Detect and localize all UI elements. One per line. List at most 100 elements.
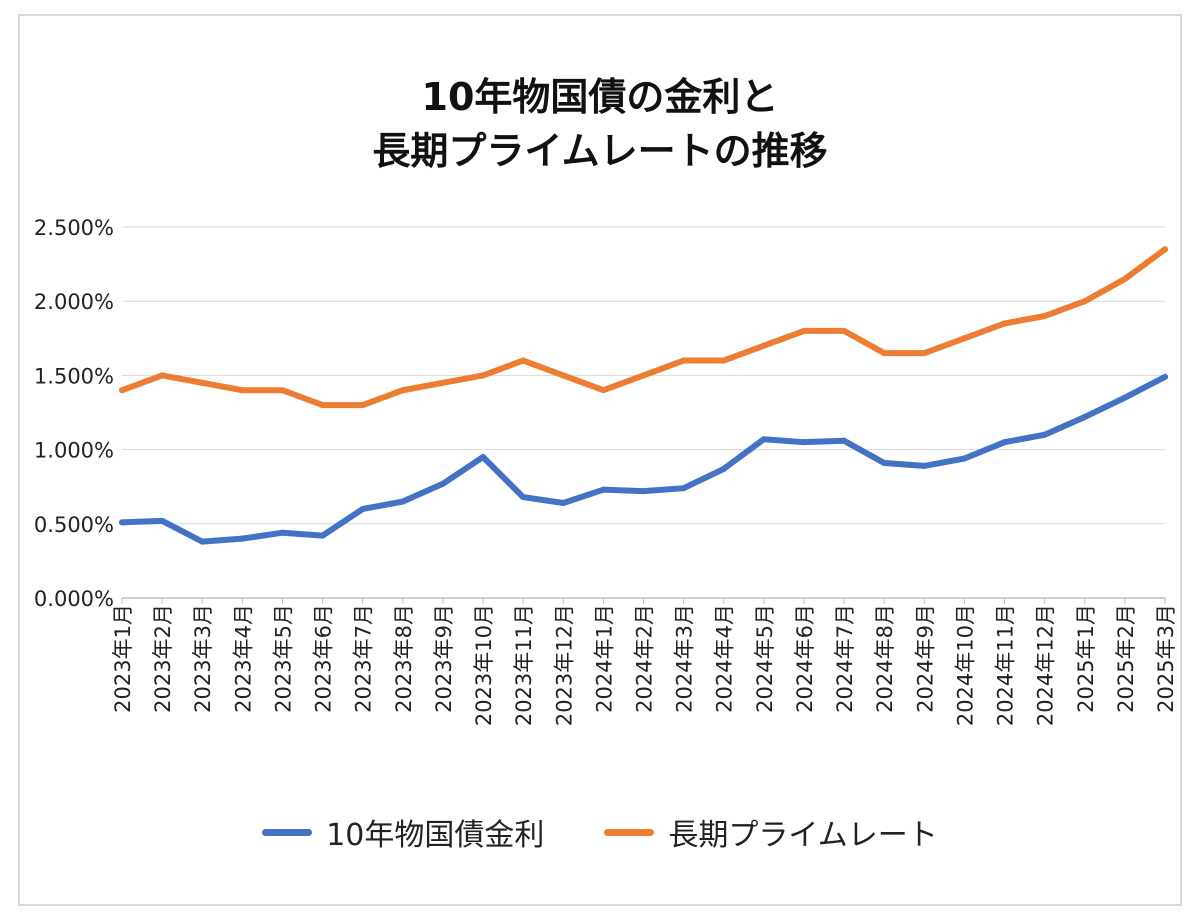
data-point-1 <box>1001 320 1008 327</box>
x-tick-label: 2025年1月 <box>1074 604 1098 713</box>
data-point-1 <box>841 327 848 334</box>
legend-label-jgb: 10年物国債金利 <box>326 818 545 853</box>
data-point-0 <box>159 517 166 524</box>
data-point-1 <box>720 357 727 364</box>
data-point-1 <box>279 387 286 394</box>
x-tick-label: 2024年4月 <box>713 604 737 713</box>
chart-title-line-2: 長期プライムレートの推移 <box>372 129 828 173</box>
x-tick-label: 2023年9月 <box>432 604 456 713</box>
data-point-1 <box>560 372 567 379</box>
data-point-1 <box>1162 246 1168 253</box>
data-point-0 <box>1041 431 1048 438</box>
x-tick-label: 2023年1月 <box>111 604 135 713</box>
data-point-1 <box>921 350 928 357</box>
x-tick-label: 2024年9月 <box>913 604 937 713</box>
data-point-0 <box>800 439 807 446</box>
data-point-1 <box>359 402 366 409</box>
data-point-1 <box>480 372 487 379</box>
x-tick-label: 2023年2月 <box>151 604 175 713</box>
x-tick-label: 2024年5月 <box>753 604 777 713</box>
data-point-0 <box>119 519 125 526</box>
data-point-1 <box>961 335 968 342</box>
data-point-1 <box>239 387 246 394</box>
chart-title: 10年物国債の金利と 長期プライムレートの推移 <box>0 70 1200 178</box>
x-tick-label: 2025年3月 <box>1154 604 1178 713</box>
data-point-1 <box>760 342 767 349</box>
y-tick-label: 1.000% <box>34 439 114 463</box>
data-point-0 <box>760 436 767 443</box>
data-point-0 <box>720 465 727 472</box>
data-point-1 <box>1041 313 1048 320</box>
data-point-1 <box>439 379 446 386</box>
data-point-0 <box>319 532 326 539</box>
data-point-1 <box>520 357 527 364</box>
x-tick-label: 2024年3月 <box>673 604 697 713</box>
y-tick-label: 1.500% <box>34 364 114 388</box>
data-point-0 <box>199 538 206 545</box>
x-tick-label: 2024年1月 <box>592 604 616 713</box>
data-point-0 <box>841 437 848 444</box>
data-point-1 <box>640 372 647 379</box>
x-tick-label: 2024年12月 <box>1034 604 1058 726</box>
x-tick-label: 2023年5月 <box>271 604 295 713</box>
legend-swatch-jgb <box>262 828 313 836</box>
x-tick-label: 2025年2月 <box>1114 604 1138 713</box>
data-point-0 <box>600 486 607 493</box>
data-point-1 <box>1081 298 1088 305</box>
data-point-0 <box>480 454 487 461</box>
data-point-0 <box>1001 439 1008 446</box>
data-point-1 <box>399 387 406 394</box>
chart-title-line-1: 10年物国債の金利と <box>421 75 779 119</box>
data-point-1 <box>680 357 687 364</box>
series-line-1 <box>119 246 1168 409</box>
x-tick-label: 2023年6月 <box>312 604 336 713</box>
chart-frame <box>18 14 1182 906</box>
data-point-1 <box>881 350 888 357</box>
legend-swatch-prime <box>604 828 655 836</box>
series-line-0 <box>119 373 1168 545</box>
data-point-0 <box>881 459 888 466</box>
y-tick-label: 0.500% <box>34 513 114 537</box>
legend-item-prime: 長期プライムレート <box>604 810 938 854</box>
x-tick-label: 2024年6月 <box>793 604 817 713</box>
data-point-1 <box>600 387 607 394</box>
data-point-1 <box>800 327 807 334</box>
x-tick-label: 2024年7月 <box>833 604 857 713</box>
x-tick-label: 2023年10月 <box>472 604 496 726</box>
x-tick-label: 2023年12月 <box>552 604 576 726</box>
data-point-1 <box>1121 275 1128 282</box>
data-point-0 <box>1121 394 1128 401</box>
legend-item-jgb: 10年物国債金利 <box>262 810 544 854</box>
data-point-0 <box>680 485 687 492</box>
data-point-0 <box>1162 373 1168 380</box>
x-tick-label: 2024年11月 <box>994 604 1018 726</box>
data-point-1 <box>119 387 125 394</box>
y-tick-label: 2.500% <box>34 216 114 240</box>
legend: 10年物国債金利 長期プライムレート <box>0 810 1200 854</box>
data-point-0 <box>961 455 968 462</box>
x-tick-label: 2024年10月 <box>953 604 977 726</box>
x-tick-label: 2024年2月 <box>633 604 657 713</box>
data-point-0 <box>520 494 527 501</box>
data-point-0 <box>399 498 406 505</box>
data-point-1 <box>199 379 206 386</box>
x-tick-label: 2023年11月 <box>512 604 536 726</box>
data-point-1 <box>159 372 166 379</box>
x-tick-label: 2023年7月 <box>352 604 376 713</box>
y-tick-label: 2.000% <box>34 290 114 314</box>
x-tick-label: 2024年8月 <box>873 604 897 713</box>
y-tick-label: 0.000% <box>34 587 114 611</box>
data-point-0 <box>359 505 366 512</box>
data-point-0 <box>640 488 647 495</box>
legend-label-prime: 長期プライムレート <box>668 818 938 853</box>
data-point-1 <box>319 402 326 409</box>
data-point-0 <box>560 500 567 507</box>
data-point-0 <box>439 480 446 487</box>
x-tick-label: 2023年8月 <box>392 604 416 713</box>
x-tick-label: 2023年4月 <box>231 604 255 713</box>
data-point-0 <box>1081 413 1088 420</box>
data-point-0 <box>239 535 246 542</box>
x-tick-label: 2023年3月 <box>191 604 215 713</box>
data-point-0 <box>921 462 928 469</box>
